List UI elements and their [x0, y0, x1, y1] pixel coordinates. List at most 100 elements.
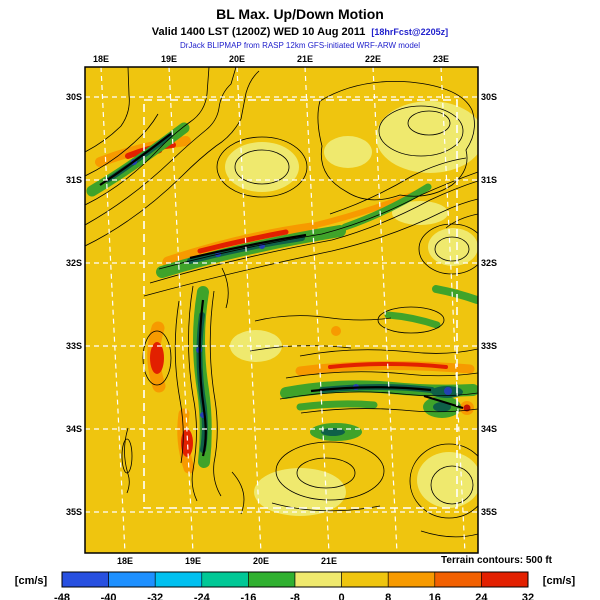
- contour-loop: [121, 438, 133, 474]
- contour-path: [221, 267, 229, 309]
- contour-path: [420, 530, 478, 538]
- weak-sink-patch: [225, 142, 299, 192]
- terrain-contour-lines: [85, 67, 478, 538]
- model-domain-box: [143, 99, 458, 509]
- lon-label-top: 22E: [365, 54, 381, 64]
- lon-label-bottom: 19E: [185, 556, 201, 566]
- meridian-line: [440, 67, 466, 553]
- contour-loop: [409, 443, 478, 519]
- sink-band: [296, 400, 378, 411]
- contour-loop: [378, 105, 464, 157]
- sink-core: [321, 428, 345, 436]
- colorbar-units-right: [cm/s]: [543, 575, 576, 587]
- colorbar-tick: 16: [429, 592, 441, 600]
- colorbar: [cm/s] [cm/s] -48 -40 -32 -24 -16 -8 0 8…: [15, 571, 576, 600]
- contour-path: [209, 290, 222, 497]
- colorbar-cell: [248, 571, 296, 588]
- lon-label-top: 19E: [161, 54, 177, 64]
- lift-core: [181, 429, 193, 457]
- colorbar-cell: [387, 571, 436, 588]
- contour-path: [158, 171, 478, 270]
- contour-loop: [430, 465, 474, 505]
- lat-label-left: 34S: [66, 424, 82, 434]
- lat-label-left: 32S: [66, 258, 82, 268]
- contour-path: [188, 285, 198, 502]
- contour-loop: [234, 149, 290, 185]
- lift-spot: [331, 326, 341, 336]
- colorbar-frame: [61, 571, 529, 588]
- lat-label-left: 35S: [66, 507, 82, 517]
- contour-path: [85, 113, 159, 177]
- sink-band: [432, 285, 478, 304]
- forecast-tag: [18hrFcst@2205z]: [371, 27, 448, 37]
- sink-band: [341, 183, 432, 231]
- model-attribution: DrJack BLIPMAP from RASP 12km GFS-initia…: [180, 41, 420, 50]
- colorbar-cell: [434, 571, 482, 588]
- contour-path: [149, 180, 478, 284]
- contour-loop: [407, 110, 451, 136]
- colorbar-cell: [61, 571, 109, 588]
- contour-loop: [275, 441, 385, 501]
- contour-path: [85, 70, 260, 247]
- axis-labels: 18E 19E 20E 21E 22E 23E 18E 19E 20E 21E …: [66, 54, 497, 566]
- colorbar-tick: 8: [385, 592, 391, 600]
- lon-label-bottom: 20E: [253, 556, 269, 566]
- contour-ridge-dense: [198, 299, 207, 457]
- colorbar-tick: -40: [101, 592, 117, 600]
- colorbar-tick: -32: [147, 592, 163, 600]
- contour-path: [445, 213, 478, 229]
- terrain-contours-note: Terrain contours: 500 ft: [441, 555, 553, 566]
- lat-label-right: 31S: [481, 175, 497, 185]
- colorbar-cell: [294, 571, 342, 588]
- lat-label-left: 31S: [66, 175, 82, 185]
- contour-path: [285, 371, 478, 379]
- contour-loop: [317, 81, 475, 201]
- valid-time-text: Valid 1400 LST (1200Z) WED 10 Aug 2011: [152, 26, 366, 38]
- contour-path: [174, 300, 184, 464]
- lon-label-bottom: 18E: [117, 556, 133, 566]
- valid-line: Valid 1400 LST (1200Z) WED 10 Aug 2011 [1…: [152, 26, 448, 38]
- sink-core: [433, 402, 451, 412]
- contour-loop: [216, 136, 308, 198]
- colorbar-cell: [154, 571, 203, 588]
- lon-label-top: 18E: [93, 54, 109, 64]
- lift-core: [150, 342, 164, 374]
- lon-label-top: 20E: [229, 54, 245, 64]
- meridian-line: [168, 67, 194, 553]
- colorbar-tick: 32: [522, 592, 534, 600]
- contour-path: [85, 67, 130, 153]
- lat-label-left: 30S: [66, 92, 82, 102]
- weak-sink-patch: [376, 101, 478, 173]
- weak-sink-patch: [392, 201, 448, 225]
- colorbar-cell: [201, 571, 249, 588]
- contour-path: [254, 315, 392, 322]
- contour-ridge-dense: [423, 394, 464, 410]
- lat-label-right: 30S: [481, 92, 497, 102]
- contour-path: [231, 471, 245, 515]
- contour-loop: [296, 457, 356, 489]
- contour-loop: [142, 330, 172, 386]
- contour-loop: [434, 236, 470, 262]
- colorbar-tick: 0: [339, 592, 345, 600]
- map-border: [84, 66, 479, 554]
- colorbar-cell: [481, 571, 529, 588]
- sink-core-extreme: [444, 387, 452, 395]
- meridian-line: [100, 67, 126, 553]
- colorbar-tick: -48: [54, 592, 70, 600]
- colorbar-tick: -16: [240, 592, 256, 600]
- lat-label-right: 33S: [481, 341, 497, 351]
- lat-label-left: 33S: [66, 341, 82, 351]
- contour-path: [329, 157, 467, 215]
- map-canvas: [85, 67, 478, 553]
- lon-label-bottom: 21E: [321, 556, 337, 566]
- contour-path: [124, 427, 130, 494]
- contour-path: [143, 198, 478, 297]
- contour-loop: [377, 306, 445, 334]
- colorbar-cell: [341, 571, 389, 588]
- weak-sink-patch: [417, 452, 478, 508]
- contour-path: [279, 391, 478, 400]
- lat-label-right: 32S: [481, 258, 497, 268]
- weak-sink-patch: [324, 136, 372, 168]
- lon-label-top: 23E: [433, 54, 449, 64]
